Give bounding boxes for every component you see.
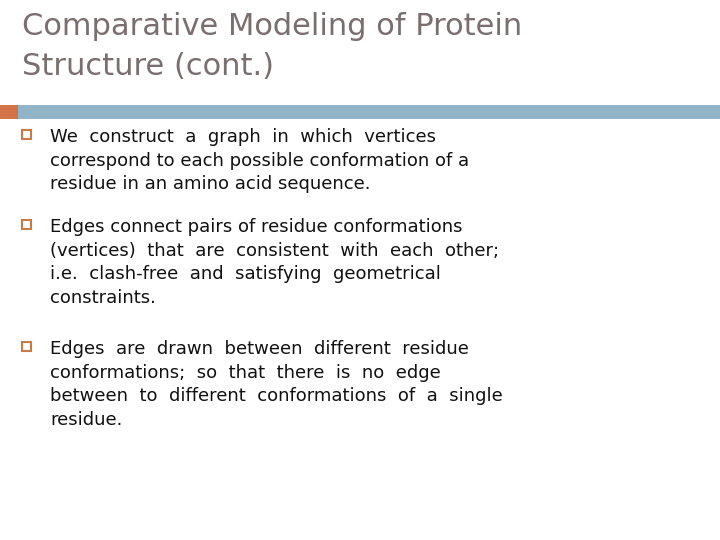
Bar xyxy=(0,105,720,119)
Bar xyxy=(0,105,18,119)
Bar xyxy=(22,220,31,229)
Text: Edges  are  drawn  between  different  residue
conformations;  so  that  there  : Edges are drawn between different residu… xyxy=(50,340,503,429)
Text: Edges connect pairs of residue conformations
(vertices)  that  are  consistent  : Edges connect pairs of residue conformat… xyxy=(50,218,499,307)
Text: Structure (cont.): Structure (cont.) xyxy=(22,52,274,81)
Bar xyxy=(22,342,31,351)
Bar xyxy=(22,130,31,139)
Text: We  construct  a  graph  in  which  vertices
correspond to each possible conform: We construct a graph in which vertices c… xyxy=(50,128,469,193)
Text: Comparative Modeling of Protein: Comparative Modeling of Protein xyxy=(22,12,522,41)
